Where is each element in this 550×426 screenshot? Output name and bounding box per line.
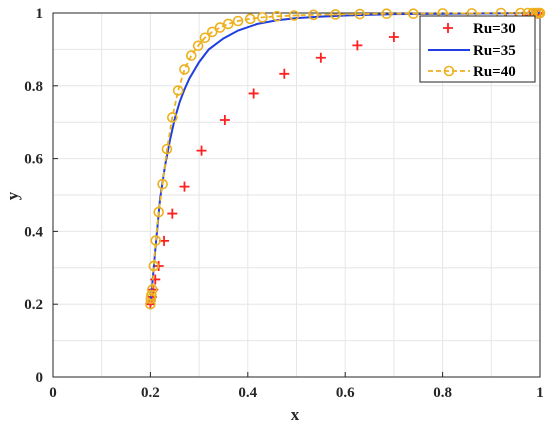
data-point-circle bbox=[186, 50, 197, 61]
data-point-circle bbox=[288, 10, 300, 21]
data-point-circle bbox=[271, 10, 283, 22]
legend-label-ru35: Ru=35 bbox=[473, 43, 516, 59]
data-point-circle bbox=[150, 235, 162, 246]
ticks: 0 0.2 0.4 0.6 0.8 1 0 0.2 0.4 0.6 0.8 1 bbox=[24, 6, 544, 401]
data-point-circle bbox=[179, 64, 190, 75]
data-point-plus bbox=[196, 145, 207, 156]
x-tick-label: 1 bbox=[536, 385, 544, 401]
data-point-plus bbox=[167, 208, 178, 219]
y-axis-label: y bbox=[3, 191, 22, 200]
data-point-circle bbox=[206, 26, 218, 38]
data-point-circle bbox=[308, 9, 319, 21]
data-point-plus bbox=[219, 115, 230, 126]
legend-label-ru40: Ru=40 bbox=[473, 64, 516, 80]
y-tick-label: 0.8 bbox=[24, 79, 43, 95]
data-point-circle bbox=[192, 40, 204, 52]
x-tick-label: 0 bbox=[49, 385, 57, 401]
x-tick-label: 0.4 bbox=[238, 385, 257, 401]
data-point-circle bbox=[161, 143, 173, 155]
legend-label-ru30: Ru=30 bbox=[473, 21, 516, 37]
data-point-circle bbox=[381, 8, 392, 20]
series-line bbox=[149, 12, 540, 305]
data-point-circle bbox=[257, 12, 268, 23]
data-point-circle bbox=[199, 32, 211, 44]
data-point-circle bbox=[534, 7, 546, 19]
data-point-circle bbox=[148, 260, 160, 272]
data-point-circle bbox=[153, 206, 164, 218]
data-point-circle bbox=[172, 85, 184, 96]
data-point-plus bbox=[352, 40, 363, 51]
x-tick-label: 0.2 bbox=[141, 385, 160, 401]
data-point-circle bbox=[232, 15, 244, 27]
y-tick-label: 0.6 bbox=[24, 152, 43, 168]
legend-plus-marker bbox=[443, 23, 453, 33]
y-tick-label: 1 bbox=[36, 6, 44, 22]
data-point-plus bbox=[179, 181, 190, 192]
x-tick-label: 0.6 bbox=[336, 385, 355, 401]
plot-frame bbox=[52, 12, 541, 378]
data-point-plus bbox=[315, 52, 326, 63]
data-point-plus bbox=[388, 32, 399, 43]
legend-entry-ru40: Ru=40 bbox=[428, 64, 516, 80]
y-tick-label: 0.4 bbox=[24, 224, 43, 240]
data-point-circle bbox=[408, 8, 419, 20]
legend: Ru=30 Ru=35 Ru=40 bbox=[419, 15, 536, 83]
y-tick-label: 0 bbox=[36, 370, 44, 386]
data-point-circle bbox=[167, 112, 178, 123]
data-point-circle bbox=[146, 289, 157, 301]
legend-entry-ru35: Ru=35 bbox=[428, 43, 516, 59]
data-point-circle bbox=[354, 8, 366, 20]
data-point-plus bbox=[279, 68, 290, 79]
data-point-circle bbox=[147, 284, 158, 295]
data-point-circle bbox=[223, 18, 234, 30]
x-axis-label: x bbox=[291, 405, 300, 424]
legend-entry-ru30: Ru=30 bbox=[443, 21, 516, 37]
data-point-circle bbox=[244, 13, 256, 25]
data-point-circle bbox=[330, 9, 341, 20]
data-point-plus bbox=[248, 88, 259, 99]
y-tick-label: 0.2 bbox=[24, 297, 43, 313]
x-tick-label: 0.8 bbox=[433, 385, 452, 401]
data-point-circle bbox=[157, 178, 168, 190]
legend-circle-marker bbox=[443, 65, 455, 77]
